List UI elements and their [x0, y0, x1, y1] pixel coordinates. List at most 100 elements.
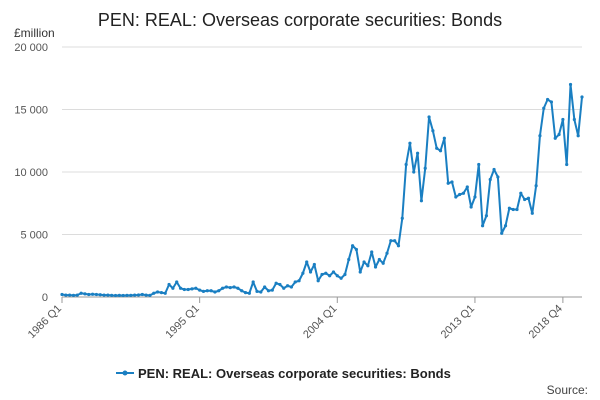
data-point — [64, 293, 68, 297]
data-point — [255, 289, 259, 293]
legend[interactable]: PEN: REAL: Overseas corporate securities… — [116, 366, 451, 381]
data-point — [408, 141, 412, 145]
data-point — [98, 293, 102, 297]
data-point — [461, 191, 466, 195]
data-point — [523, 197, 527, 202]
data-point — [354, 247, 359, 252]
data-point — [549, 100, 554, 104]
data-point — [259, 290, 263, 294]
data-point — [236, 286, 240, 290]
data-point — [155, 290, 160, 294]
data-point — [454, 195, 458, 199]
data-point — [136, 293, 141, 297]
data-point — [553, 136, 557, 140]
data-point — [385, 251, 389, 255]
data-point — [580, 95, 584, 99]
data-point — [144, 293, 148, 297]
data-point — [159, 291, 164, 295]
data-point — [232, 285, 236, 289]
data-point — [515, 207, 519, 212]
data-point — [496, 175, 500, 179]
x-tick-label: 2004 Q1 — [301, 303, 339, 341]
chart-title: PEN: REAL: Overseas corporate securities… — [98, 10, 502, 30]
data-point — [228, 286, 232, 290]
data-point — [545, 97, 550, 102]
data-point — [538, 134, 542, 138]
data-point — [171, 286, 175, 290]
data-point — [121, 293, 125, 298]
data-point — [209, 289, 213, 293]
data-point — [473, 195, 477, 199]
y-tick-label: 0 — [42, 292, 48, 304]
data-point — [427, 115, 431, 119]
data-point — [572, 117, 576, 122]
data-point — [347, 257, 351, 262]
x-tick-label: 2013 Q1 — [439, 303, 477, 341]
data-point — [396, 244, 401, 248]
data-point — [492, 167, 496, 172]
legend-marker-swatch — [122, 370, 128, 376]
data-point — [477, 162, 481, 167]
data-point — [480, 224, 485, 228]
data-point — [381, 261, 385, 265]
data-point — [435, 146, 439, 150]
data-point — [530, 211, 534, 215]
data-point — [308, 270, 313, 274]
data-point — [400, 216, 404, 220]
source-label: Source: — [547, 383, 588, 397]
data-point — [488, 177, 492, 182]
data-point — [60, 292, 64, 297]
data-point — [251, 280, 255, 284]
data-point — [469, 205, 473, 209]
gridlines — [62, 46, 582, 235]
data-point — [339, 276, 343, 280]
data-point — [68, 293, 72, 297]
data-point — [240, 289, 244, 293]
data-point — [247, 291, 251, 295]
y-tick-label: 5 000 — [20, 230, 48, 242]
data-point — [87, 292, 91, 297]
data-point — [431, 129, 435, 133]
data-point — [125, 293, 129, 297]
data-point — [274, 281, 278, 285]
data-point — [270, 288, 274, 292]
data-point — [301, 271, 305, 275]
data-point — [106, 293, 110, 297]
y-tick-label: 10 000 — [14, 167, 48, 179]
data-point — [320, 272, 324, 277]
data-point — [205, 289, 209, 293]
data-point — [519, 191, 523, 195]
data-point — [412, 170, 416, 174]
data-point — [343, 272, 347, 277]
data-point — [362, 260, 366, 264]
data-point — [289, 285, 294, 289]
data-point — [94, 292, 99, 297]
data-point — [511, 207, 515, 212]
data-point — [328, 274, 332, 278]
data-point — [450, 180, 454, 184]
y-tick-label: 20 000 — [14, 42, 48, 54]
data-point — [331, 270, 336, 274]
data-point — [71, 293, 76, 297]
data-point — [526, 196, 531, 200]
data-point — [117, 293, 121, 297]
data-point — [534, 184, 538, 188]
data-point — [224, 285, 229, 289]
data-point — [316, 279, 320, 283]
data-point — [278, 282, 282, 287]
data-point — [335, 274, 339, 278]
data-point — [465, 185, 469, 189]
data-point — [377, 257, 381, 262]
data-point — [500, 231, 504, 235]
data-point — [129, 293, 133, 297]
data-point — [293, 280, 297, 284]
data-point — [110, 293, 114, 297]
data-point — [186, 287, 190, 292]
data-point — [285, 284, 290, 288]
data-point — [75, 293, 79, 297]
data-point — [220, 286, 225, 290]
x-tick-label: 1995 Q1 — [163, 303, 201, 341]
data-point — [282, 286, 286, 290]
data-point — [90, 292, 95, 296]
